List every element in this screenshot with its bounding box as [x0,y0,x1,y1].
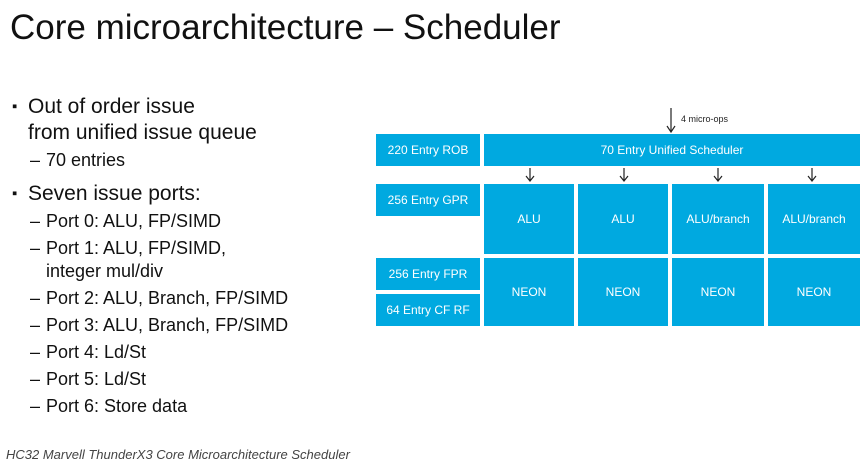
issue-arrow [525,168,535,182]
arrow-group [525,108,817,182]
sub-marker: – [30,396,41,416]
title: Core microarchitecture – Scheduler [10,8,561,47]
scheduler-box: 70 Entry Unified Scheduler [484,134,860,166]
sub-marker: – [30,150,41,170]
bullet-marker: ▪ [12,98,18,115]
rob-box: 220 Entry ROB [376,134,480,166]
neon-box: NEON [672,258,764,326]
input-label: 4 micro-ops [681,114,729,124]
bullet-text: Out of order issue [28,95,195,118]
sub-text: Port 1: ALU, FP/SIMD, [46,238,227,258]
sub-text: 70 entries [46,150,126,170]
sub-marker: – [30,211,41,231]
issue-arrow [807,168,817,182]
issue-arrow [713,168,723,182]
sub-text: Port 2: ALU, Branch, FP/SIMD [46,288,289,308]
sub-text: Port 0: ALU, FP/SIMD [46,211,222,231]
alu-box: ALU [578,184,668,254]
sub-marker: – [30,315,41,335]
neon-box: NEON [484,258,574,326]
gpr-box: 256 Entry GPR [376,184,480,216]
sub-text: integer mul/div [46,261,164,281]
sub-text: Port 4: Ld/St [46,342,147,362]
sub-text: Port 5: Ld/St [46,369,147,389]
issue-arrow [619,168,629,182]
sub-marker: – [30,288,41,308]
caption: HC32 Marvell ThunderX3 Core Microarchite… [6,447,350,462]
sub-marker: – [30,369,41,389]
bullet-text: Seven issue ports: [28,182,201,205]
bullet-marker: ▪ [12,185,18,202]
neon-box: NEON [578,258,668,326]
fpr-box: 256 Entry FPR [376,258,480,290]
sub-marker: – [30,342,41,362]
neon-box: NEON [768,258,860,326]
cfrf-box: 64 Entry CF RF [376,294,480,326]
sub-marker: – [30,238,41,258]
bullet-text: from unified issue queue [28,121,257,144]
sub-text: Port 3: ALU, Branch, FP/SIMD [46,315,289,335]
input-arrow [666,108,676,134]
sub-text: Port 6: Store data [46,396,188,416]
alu-box: ALU/branch [768,184,860,254]
alu-box: ALU/branch [672,184,764,254]
alu-box: ALU [484,184,574,254]
